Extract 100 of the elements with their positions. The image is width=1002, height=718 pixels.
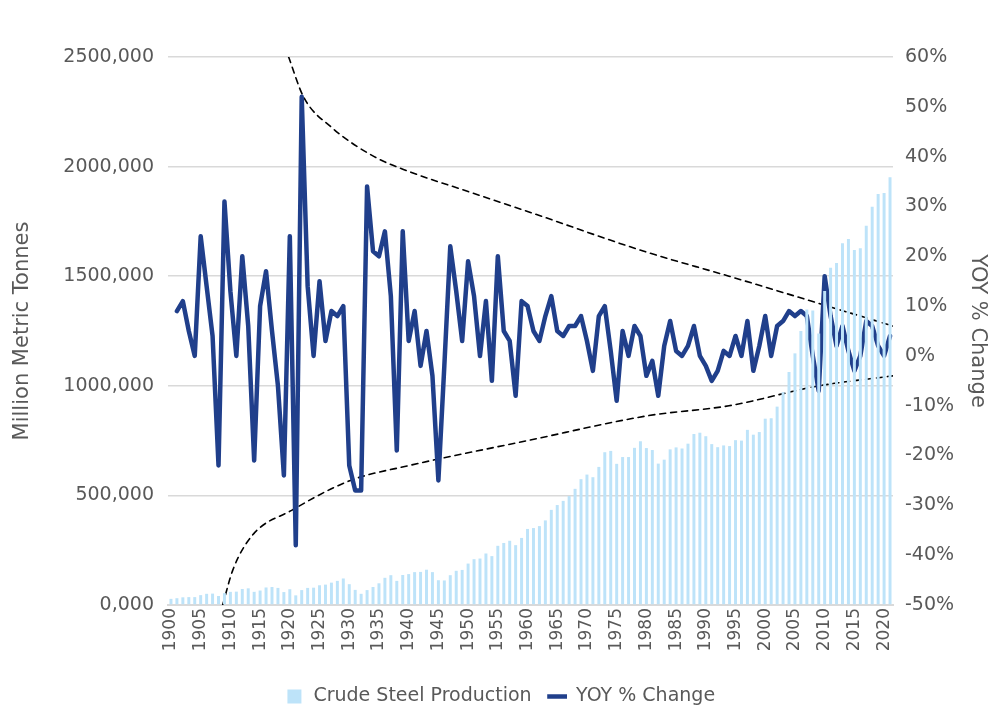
x-tick-label: 1955 xyxy=(486,608,507,652)
bar xyxy=(395,580,399,605)
bar xyxy=(531,528,535,605)
x-tick-label: 1945 xyxy=(426,608,447,652)
bar xyxy=(644,448,648,605)
bar xyxy=(436,580,440,605)
x-tick-label: 1940 xyxy=(397,608,418,652)
bar xyxy=(306,587,310,605)
x-tick-label: 1915 xyxy=(248,608,269,652)
bar xyxy=(508,540,512,605)
y2-tick-label: -50% xyxy=(905,591,955,614)
bar xyxy=(591,477,595,605)
bar xyxy=(870,206,874,605)
bar xyxy=(674,447,678,605)
bar xyxy=(757,432,761,605)
bar xyxy=(228,591,232,605)
bar xyxy=(882,192,886,605)
bar xyxy=(490,556,494,605)
bar xyxy=(888,177,892,605)
bar xyxy=(799,331,803,605)
y2-tick-label: -20% xyxy=(905,442,955,465)
bar xyxy=(526,528,530,605)
bar xyxy=(205,593,209,605)
bar xyxy=(282,592,286,605)
bar xyxy=(472,559,476,605)
bar xyxy=(347,584,351,605)
y2-tick-label: 60% xyxy=(905,43,948,66)
bar xyxy=(805,309,809,605)
bar xyxy=(199,595,203,605)
bar xyxy=(335,580,339,605)
bar xyxy=(294,595,298,605)
bar xyxy=(520,537,524,605)
bar xyxy=(496,545,500,605)
bar xyxy=(864,225,868,605)
bar xyxy=(389,575,393,605)
bar xyxy=(543,520,547,605)
bar xyxy=(460,569,464,605)
x-tick-label: 1920 xyxy=(278,608,299,652)
bar xyxy=(555,505,559,605)
bar xyxy=(246,588,250,605)
y-axis-title: Million Metric Tonnes xyxy=(9,221,34,441)
x-tick-label: 1990 xyxy=(694,608,715,652)
bar xyxy=(793,353,797,605)
bar xyxy=(312,587,316,605)
bar xyxy=(739,440,743,605)
bar xyxy=(240,589,244,605)
y2-tick-label: 40% xyxy=(905,143,948,166)
legend-label: YOY % Change xyxy=(575,683,716,706)
bar xyxy=(175,598,179,605)
bar xyxy=(217,596,220,605)
bar xyxy=(876,194,880,605)
x-tick-label: 2020 xyxy=(872,608,893,652)
bar xyxy=(288,589,292,605)
bar xyxy=(734,440,738,605)
x-tick-label: 1935 xyxy=(367,608,388,652)
y2-tick-label: 10% xyxy=(905,293,948,316)
x-tick-label: 2010 xyxy=(813,608,834,652)
bar xyxy=(377,583,381,605)
bar xyxy=(668,449,672,605)
y-tick-label: 1000,000 xyxy=(63,372,154,395)
line-series xyxy=(287,57,893,327)
bar xyxy=(264,587,268,605)
bar xyxy=(537,526,541,605)
bar xyxy=(751,434,755,605)
bar xyxy=(276,587,280,605)
y2-tick-label: 20% xyxy=(905,243,948,266)
bar xyxy=(567,496,571,605)
x-tick-label: 1995 xyxy=(723,608,744,652)
bar xyxy=(597,466,601,605)
y-tick-label: 0,000 xyxy=(99,591,154,614)
bar xyxy=(722,445,726,605)
bar xyxy=(329,582,333,605)
legend-label: Crude Steel Production xyxy=(313,683,532,706)
bar xyxy=(407,574,411,605)
bar xyxy=(841,243,844,605)
bar xyxy=(371,587,375,605)
x-tick-label: 1905 xyxy=(189,608,210,652)
y-tick-label: 1500,000 xyxy=(63,263,154,286)
bar xyxy=(680,448,684,605)
bar xyxy=(775,406,779,605)
bar xyxy=(846,238,850,605)
bar xyxy=(448,575,452,605)
bar xyxy=(585,474,589,605)
bar xyxy=(466,563,470,605)
x-tick-label: 1930 xyxy=(337,608,358,652)
bar xyxy=(413,572,417,605)
bar xyxy=(609,450,613,605)
x-tick-label: 1970 xyxy=(575,608,596,652)
bar xyxy=(769,418,773,605)
bar xyxy=(419,571,423,605)
bar xyxy=(829,267,833,605)
bar xyxy=(716,447,720,605)
x-tick-label: 1965 xyxy=(545,608,566,652)
bar xyxy=(454,570,458,605)
bar xyxy=(187,597,191,605)
bar xyxy=(442,580,446,605)
bar xyxy=(615,463,619,605)
bar xyxy=(193,597,197,605)
bar xyxy=(633,447,636,605)
bar xyxy=(383,577,387,605)
